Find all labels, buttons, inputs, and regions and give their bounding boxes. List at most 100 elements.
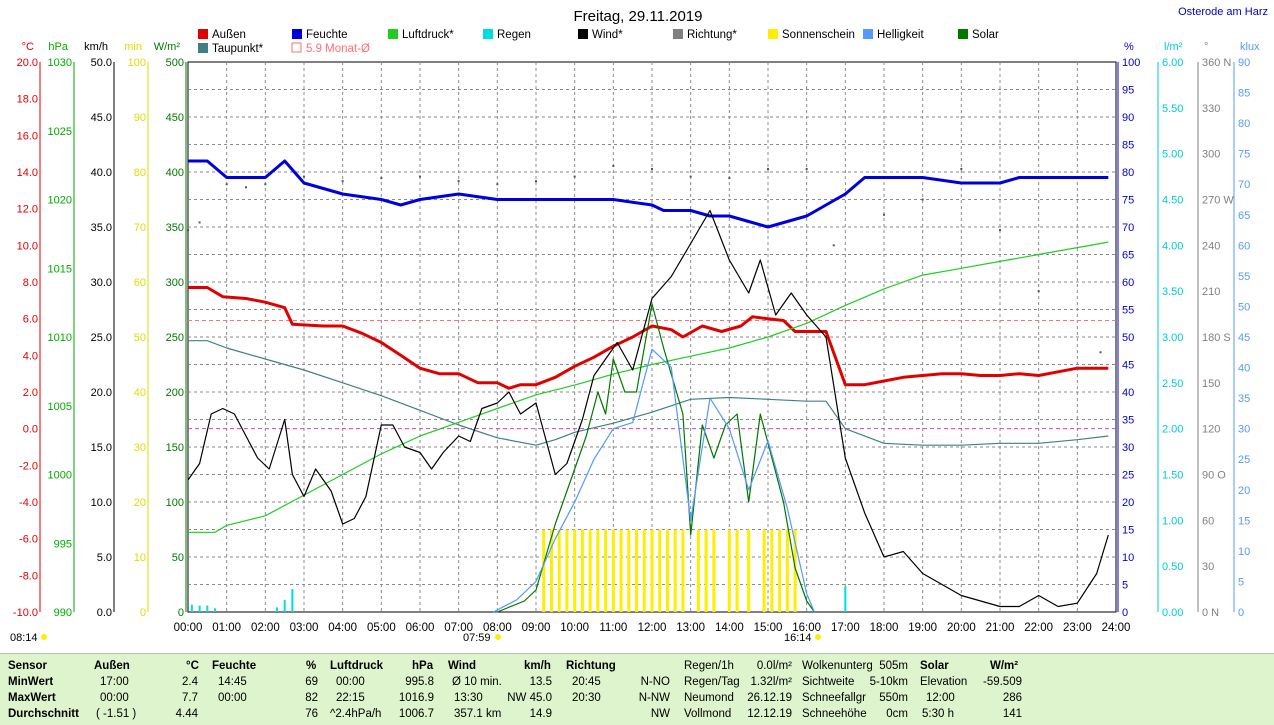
x-tick-label: 23:00: [1063, 622, 1092, 634]
right-axis-tick: 3.50: [1162, 286, 1183, 298]
left-axis-tick: 16.0: [17, 130, 38, 142]
row-label-max: MaxWert: [8, 692, 56, 704]
sunshine-bar: [696, 529, 700, 612]
left-axis-tick: 70: [134, 222, 146, 234]
left-axis-tick: 40.0: [91, 167, 112, 179]
chart-legend: Außen Taupunkt* Feuchte 5.9 Monat-Ø Luftdruc…: [198, 29, 999, 55]
sunshine-bar: [557, 529, 561, 612]
luftdruck-trend: ^2.4hPa/h: [330, 708, 382, 720]
row-label-avg: Durchschnitt: [8, 708, 79, 720]
legend-label: Solar: [972, 29, 999, 41]
schneefallgr-label: Schneefallgr: [802, 692, 866, 704]
left-axis-unit: °C: [22, 41, 34, 53]
left-axis-tick: 20.0: [17, 57, 38, 69]
right-axis-tick: 4.50: [1162, 195, 1183, 207]
sunshine-bar: [658, 529, 662, 612]
x-tick-label: 01:00: [212, 622, 241, 634]
legend-label: Regen: [497, 29, 531, 41]
legend-label: Helligkeit: [877, 29, 924, 41]
wind-unit: km/h: [524, 660, 551, 672]
aussen-unit: °C: [186, 660, 199, 672]
legend-label: Luftdruck*: [402, 29, 454, 41]
right-axis-tick: 35: [1122, 415, 1134, 427]
sunshine-bar: [778, 529, 782, 612]
left-axis-tick: 1000: [48, 470, 72, 482]
left-axis-tick: 4.0: [23, 350, 38, 362]
right-axis-unit: klux: [1240, 41, 1260, 53]
direction-point: [805, 167, 808, 170]
right-axis-tick: 120: [1202, 424, 1220, 436]
direction-point: [767, 167, 769, 170]
series-line: [188, 286, 1109, 390]
right-axis-tick: 1.00: [1162, 515, 1183, 527]
aussen-avg-note: ( -1.51 ): [96, 708, 137, 720]
rain-bar: [275, 607, 278, 612]
direction-point: [728, 177, 731, 180]
direction-point: [225, 183, 228, 186]
sunshine-bar: [785, 529, 789, 612]
x-tick-label: 16:00: [792, 622, 821, 634]
rain-bar: [214, 608, 217, 612]
left-axis-tick: 0.0: [97, 607, 112, 619]
x-tick-label: 00:00: [174, 622, 203, 634]
regen-tag-label: Regen/Tag: [684, 676, 740, 688]
sunshine-bar: [762, 529, 766, 612]
left-axis-tick: 100: [128, 57, 146, 69]
aussen-min-time: 17:00: [100, 676, 129, 688]
direction-point: [419, 175, 421, 178]
left-axis-tick: 250: [166, 332, 184, 344]
right-axis-tick: 15: [1238, 515, 1250, 527]
sunshine-bar: [704, 529, 708, 612]
right-axis-tick: 45: [1122, 360, 1134, 372]
direction-point: [303, 175, 305, 178]
direction-point: [651, 167, 653, 170]
sunshine-bar: [611, 529, 615, 612]
x-tick-label: 04:00: [328, 622, 357, 634]
luftdruck-unit: hPa: [412, 660, 434, 672]
feuchte-max-value: 82: [305, 692, 318, 704]
left-axis-tick: 1005: [48, 401, 72, 413]
feuchte-max-time: 00:00: [218, 692, 247, 704]
right-axis-tick: 0 N: [1202, 607, 1219, 619]
right-axis-tick: 3.00: [1162, 332, 1183, 344]
left-axis-tick: 60: [134, 277, 146, 289]
series-line: [188, 340, 1109, 446]
feuchte-unit: %: [306, 660, 317, 672]
left-axis-tick: 500: [166, 57, 184, 69]
wind-distance: 357.1 km: [454, 708, 502, 720]
right-axis-tick: 90: [1122, 112, 1134, 124]
rain-bar: [190, 604, 193, 612]
right-axis-tick: 5.50: [1162, 103, 1183, 115]
wind-avg-value: 14.9: [529, 708, 552, 720]
rain-bar: [283, 600, 286, 612]
feuchte-header: Feuchte: [212, 660, 257, 672]
chart-axes: °C 20.0 18.0 16.0 14.0 12.0 10.0 8.0 6.0 4.0 2.0 0.…: [10, 41, 1260, 644]
right-axis-tick: 20: [1238, 485, 1250, 497]
right-axis-tick: 90 O: [1202, 470, 1226, 482]
right-axis-tick: 5.00: [1162, 149, 1183, 161]
left-axis-tick: 200: [166, 387, 184, 399]
feuchte-min-time: 14:45: [218, 676, 247, 688]
sunrise-left-label: 08:14: [10, 632, 38, 644]
right-axis-tick: 330: [1202, 103, 1220, 115]
sunshine-bar: [588, 529, 592, 612]
direction-point: [689, 175, 692, 178]
right-axis-tick: 65: [1122, 250, 1134, 262]
statistics-panel: Sensor MinWert MaxWert Durchschnitt Auße…: [0, 653, 1274, 725]
right-axis-tick: 240: [1202, 240, 1220, 252]
legend-swatch: [673, 29, 683, 39]
direction-point: [1099, 351, 1102, 354]
sunshine-bar: [712, 529, 716, 612]
right-axis-tick: 10: [1238, 546, 1250, 558]
left-axis-tick: 20: [134, 497, 146, 509]
sunshine-bar: [604, 529, 608, 612]
x-tick-label: 07:00: [444, 622, 473, 634]
right-axis-tick: 25: [1122, 470, 1134, 482]
direction-point: [960, 167, 963, 170]
left-axis-tick: 12.0: [17, 204, 38, 216]
right-axis-tick: 45: [1238, 332, 1250, 344]
right-axis-tick: 100: [1122, 57, 1140, 69]
solar-max-time: 12:00: [926, 692, 955, 704]
left-axis-tick: -10.0: [13, 607, 38, 619]
right-axis-tick: 70: [1238, 179, 1250, 191]
